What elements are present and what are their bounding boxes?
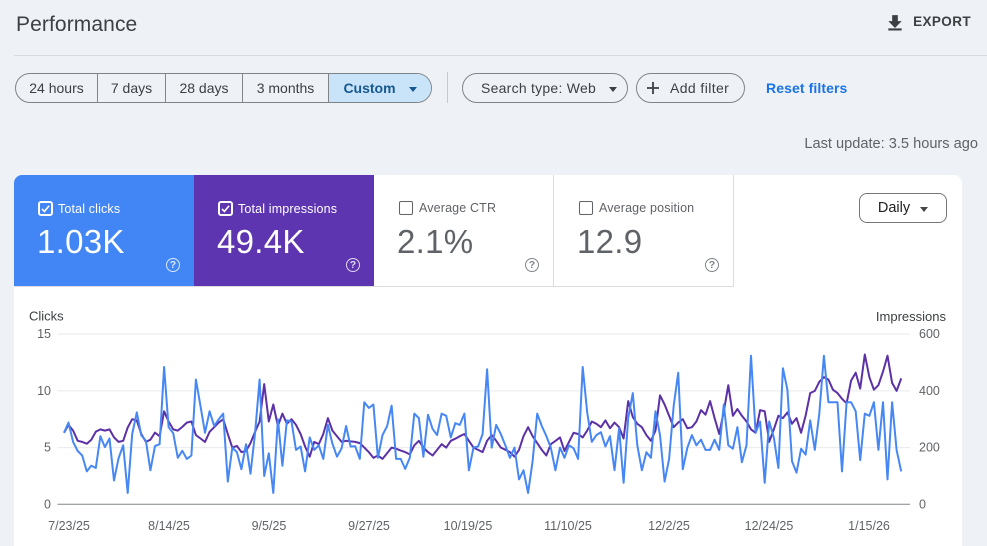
- svg-text:600: 600: [919, 327, 940, 341]
- svg-text:12/24/25: 12/24/25: [745, 519, 794, 533]
- svg-text:15: 15: [37, 327, 51, 341]
- svg-text:11/10/25: 11/10/25: [544, 519, 592, 533]
- svg-text:400: 400: [919, 384, 940, 398]
- svg-text:5: 5: [44, 441, 51, 455]
- svg-text:9/5/25: 9/5/25: [252, 519, 287, 533]
- svg-text:9/27/25: 9/27/25: [348, 519, 390, 533]
- svg-text:12/2/25: 12/2/25: [648, 519, 690, 533]
- svg-text:200: 200: [919, 441, 940, 455]
- svg-text:0: 0: [44, 497, 51, 511]
- svg-text:Clicks: Clicks: [29, 309, 64, 324]
- svg-text:1/15/26: 1/15/26: [848, 519, 890, 533]
- svg-text:10/19/25: 10/19/25: [444, 519, 493, 533]
- svg-text:0: 0: [919, 497, 926, 511]
- svg-text:Impressions: Impressions: [876, 309, 947, 324]
- svg-text:10: 10: [37, 384, 51, 398]
- svg-text:8/14/25: 8/14/25: [148, 519, 190, 533]
- svg-text:7/23/25: 7/23/25: [48, 519, 90, 533]
